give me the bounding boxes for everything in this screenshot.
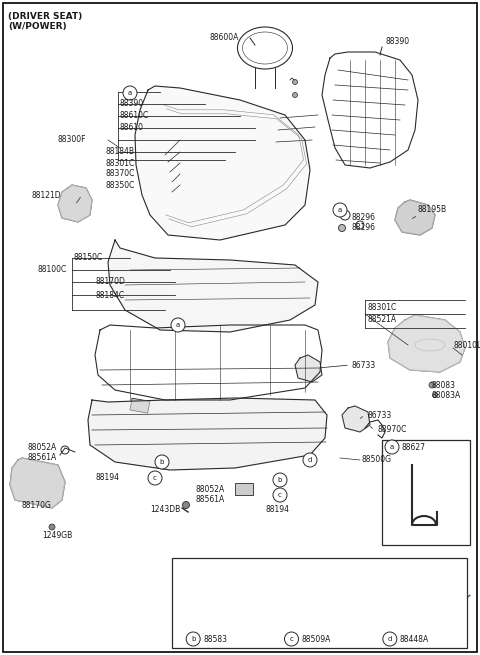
- Text: 88052A: 88052A: [195, 485, 224, 495]
- Text: 1243DB: 1243DB: [150, 506, 180, 514]
- Circle shape: [182, 502, 190, 508]
- Text: a: a: [128, 90, 132, 96]
- Text: 88448A: 88448A: [400, 635, 429, 643]
- Text: (DRIVER SEAT): (DRIVER SEAT): [8, 12, 82, 21]
- Circle shape: [292, 92, 298, 98]
- Circle shape: [383, 632, 397, 646]
- Text: 88184C: 88184C: [95, 291, 124, 299]
- Circle shape: [155, 455, 169, 469]
- Text: (W/POWER): (W/POWER): [8, 22, 67, 31]
- Circle shape: [171, 318, 185, 332]
- Text: 88121D: 88121D: [32, 191, 61, 200]
- Text: 88052A: 88052A: [28, 443, 57, 453]
- Text: d: d: [308, 457, 312, 463]
- Text: a: a: [338, 207, 342, 213]
- Polygon shape: [10, 458, 65, 508]
- Bar: [335, 599, 349, 608]
- Circle shape: [49, 524, 55, 530]
- Text: 88196: 88196: [352, 223, 376, 233]
- Circle shape: [385, 440, 399, 454]
- Polygon shape: [388, 315, 465, 372]
- Text: 88083A: 88083A: [432, 390, 461, 400]
- Circle shape: [429, 382, 435, 388]
- Polygon shape: [395, 200, 435, 235]
- Text: 88390: 88390: [120, 100, 144, 109]
- Text: 1249GB: 1249GB: [42, 531, 72, 540]
- Bar: [428, 599, 446, 608]
- Text: 88970C: 88970C: [378, 426, 408, 434]
- Text: 88583: 88583: [203, 635, 227, 643]
- Circle shape: [432, 392, 437, 398]
- Text: 88561A: 88561A: [28, 453, 57, 462]
- Bar: [235, 599, 247, 608]
- Circle shape: [292, 79, 298, 84]
- Polygon shape: [135, 86, 310, 240]
- Circle shape: [273, 473, 287, 487]
- Polygon shape: [108, 240, 318, 332]
- Text: 88150C: 88150C: [74, 253, 103, 263]
- Text: 88170D: 88170D: [95, 278, 125, 286]
- Text: 88390: 88390: [385, 37, 409, 47]
- Text: 88184B: 88184B: [105, 147, 134, 157]
- Text: 88083: 88083: [432, 381, 456, 390]
- Bar: [172, 558, 467, 648]
- Text: 88610C: 88610C: [120, 111, 149, 121]
- Text: c: c: [278, 492, 282, 498]
- Text: a: a: [176, 322, 180, 328]
- Circle shape: [303, 453, 317, 467]
- Circle shape: [273, 488, 287, 502]
- Circle shape: [123, 86, 137, 100]
- Text: 88627: 88627: [402, 443, 426, 451]
- Text: 88195B: 88195B: [418, 206, 447, 214]
- Text: 88500G: 88500G: [362, 455, 392, 464]
- Text: b: b: [191, 636, 195, 642]
- Circle shape: [186, 632, 200, 646]
- Text: 88561A: 88561A: [195, 495, 224, 504]
- Polygon shape: [342, 406, 370, 432]
- Text: 86733: 86733: [368, 411, 392, 419]
- Text: 88350C: 88350C: [105, 181, 134, 189]
- Text: 86733: 86733: [352, 360, 376, 369]
- Bar: [193, 594, 235, 612]
- Text: 88170G: 88170G: [22, 500, 52, 510]
- Circle shape: [338, 225, 346, 231]
- Text: c: c: [289, 636, 293, 642]
- Text: 88194: 88194: [95, 474, 119, 483]
- Bar: [382, 440, 470, 545]
- Text: b: b: [278, 477, 282, 483]
- Text: 88296: 88296: [352, 214, 376, 223]
- Circle shape: [333, 203, 347, 217]
- Text: d: d: [388, 636, 392, 642]
- Text: 88300F: 88300F: [58, 136, 86, 145]
- Bar: [235, 483, 253, 495]
- Text: 88301C: 88301C: [105, 159, 134, 168]
- Bar: [130, 398, 150, 413]
- Text: 88610: 88610: [120, 124, 144, 132]
- Text: 88600A: 88600A: [210, 33, 240, 43]
- Polygon shape: [88, 398, 327, 470]
- Circle shape: [148, 471, 162, 485]
- Text: 88010L: 88010L: [453, 341, 480, 350]
- Text: a: a: [390, 444, 394, 450]
- Text: c: c: [153, 475, 157, 481]
- Text: 88301C: 88301C: [368, 303, 397, 312]
- Text: 88194: 88194: [265, 506, 289, 514]
- Text: 88100C: 88100C: [38, 265, 67, 274]
- Text: 88370C: 88370C: [105, 170, 134, 179]
- Circle shape: [285, 632, 299, 646]
- Text: 88509A: 88509A: [301, 635, 331, 643]
- Text: 88521A: 88521A: [368, 316, 397, 324]
- Text: b: b: [160, 459, 164, 465]
- Polygon shape: [295, 355, 322, 382]
- Polygon shape: [58, 185, 92, 222]
